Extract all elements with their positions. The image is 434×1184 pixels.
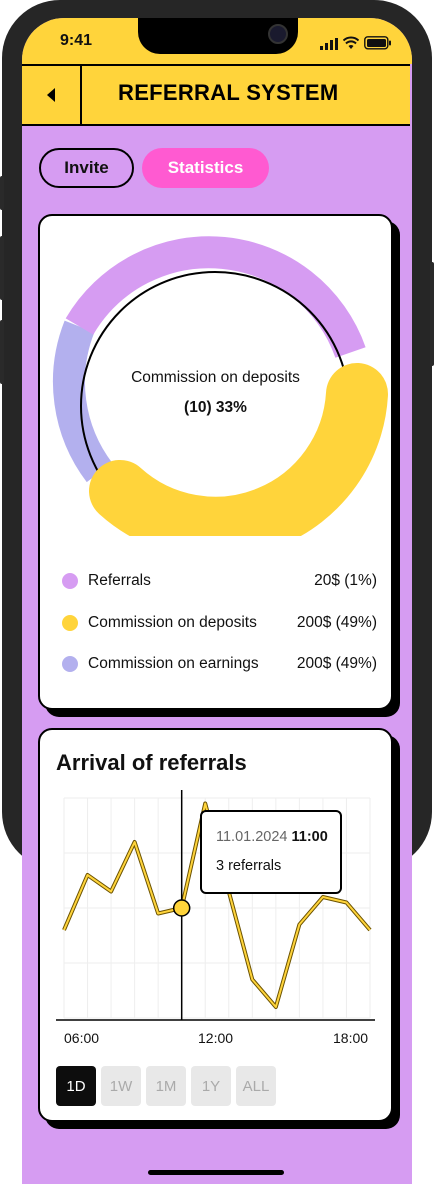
side-button xyxy=(0,320,4,384)
range-button-1m[interactable]: 1M xyxy=(146,1066,186,1106)
legend-value: 20$ (1%) xyxy=(314,572,377,589)
range-button-1w[interactable]: 1W xyxy=(101,1066,141,1106)
legend-item-referrals: Referrals 20$ (1%) xyxy=(62,569,377,593)
signal-icon xyxy=(320,38,338,50)
range-button-1d[interactable]: 1D xyxy=(56,1066,96,1106)
range-button-1y[interactable]: 1Y xyxy=(191,1066,231,1106)
x-tick-label: 06:00 xyxy=(64,1030,100,1046)
legend-dot xyxy=(62,656,78,672)
legend-value: 200$ (49%) xyxy=(296,614,377,631)
tab-invite[interactable]: Invite xyxy=(39,148,134,188)
camera xyxy=(268,24,288,44)
tooltip-time: 11:00 xyxy=(291,829,328,845)
tooltip-date: 11.01.2024 xyxy=(216,829,288,845)
tab-statistics[interactable]: Statistics xyxy=(142,148,269,188)
legend-label: Commission on deposits xyxy=(88,614,257,631)
home-indicator xyxy=(148,1170,284,1175)
chart-title: Arrival of referrals xyxy=(56,750,247,775)
legend-label: Referrals xyxy=(88,572,151,589)
notch xyxy=(138,18,298,54)
range-button-all[interactable]: ALL xyxy=(236,1066,276,1106)
side-button xyxy=(0,236,4,300)
highlight-point[interactable] xyxy=(172,899,191,917)
side-button xyxy=(430,262,434,366)
donut-segment-earnings xyxy=(52,320,113,483)
legend-dot xyxy=(62,615,78,631)
back-arrow-icon xyxy=(47,88,55,102)
status-bar: 9:41 xyxy=(22,18,412,64)
legend-item-commission-deposits: Commission on deposits 200$ (49%) xyxy=(62,611,377,635)
commission-stats-card: Commission on deposits (10) 33% Referral… xyxy=(38,214,393,710)
donut-chart xyxy=(52,236,388,536)
donut-segment-deposits[interactable] xyxy=(89,363,388,536)
legend-dot xyxy=(62,573,78,589)
legend-value: 200$ (49%) xyxy=(296,655,377,672)
back-button[interactable] xyxy=(22,66,82,124)
donut-segment-referrals xyxy=(65,236,366,359)
legend-label: Commission on earnings xyxy=(88,655,259,672)
tooltip-count: 3 referrals xyxy=(216,858,282,874)
app-header: REFERRAL SYSTEM xyxy=(22,64,410,126)
page-title: REFERRAL SYSTEM xyxy=(118,80,339,105)
donut-center-label: Commission on deposits xyxy=(131,369,300,386)
referrals-chart-card: Arrival of referrals 11.01.2024 11:00 3 r… xyxy=(38,728,393,1122)
status-time: 9:41 xyxy=(60,32,93,49)
x-tick-label: 12:00 xyxy=(198,1030,234,1046)
screen: 9:41 REFERRAL SYSTEM Invite Statistics xyxy=(22,18,412,1184)
battery-icon xyxy=(364,36,391,50)
donut-center-value: (10) 33% xyxy=(184,399,247,416)
x-tick-label: 18:00 xyxy=(333,1030,369,1046)
chart-tooltip: 11.01.2024 11:00 3 referrals xyxy=(200,810,342,894)
legend-item-commission-earnings: Commission on earnings 200$ (49%) xyxy=(62,652,377,676)
wifi-icon xyxy=(343,36,359,49)
side-button xyxy=(0,176,4,210)
